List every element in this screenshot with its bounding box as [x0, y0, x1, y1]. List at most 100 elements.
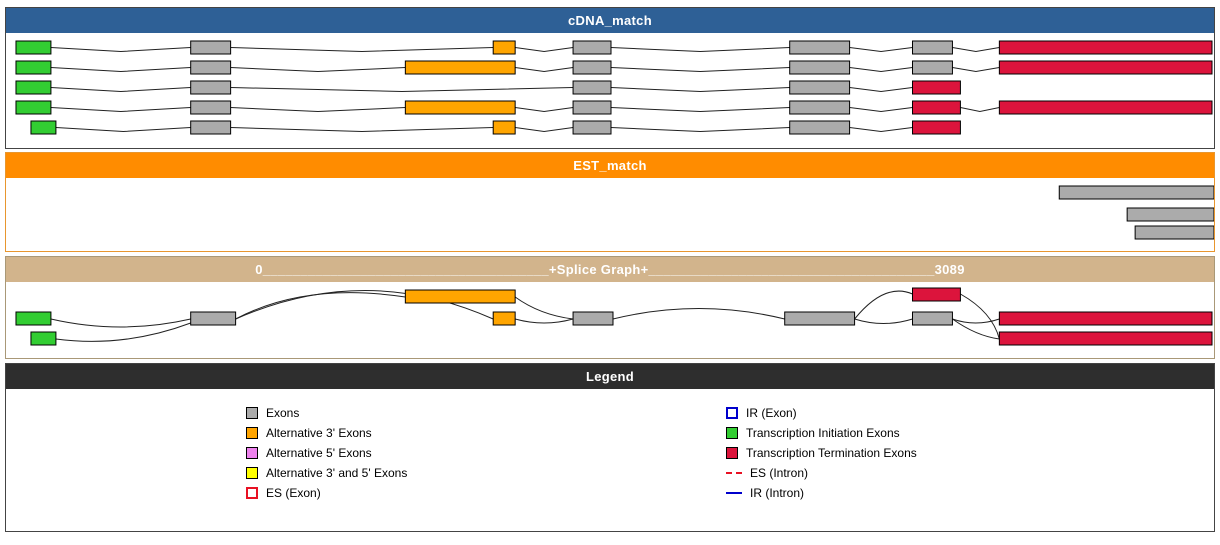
intron-line: [230, 107, 406, 113]
exon-exon[interactable]: [784, 311, 856, 326]
intron-line: [952, 67, 1000, 73]
init-exon[interactable]: [15, 80, 52, 95]
init-exon[interactable]: [15, 40, 52, 55]
alt35-exon-swatch: [246, 467, 258, 479]
cdna-title: cDNA_match: [568, 13, 652, 28]
intron-line: [515, 107, 574, 113]
splice-scale-title: 0______________________________________+…: [255, 262, 965, 277]
intron-line: [849, 87, 913, 93]
splice-graph-panel: 0______________________________________+…: [5, 256, 1215, 359]
init-exon[interactable]: [15, 60, 52, 75]
intron-line: [610, 127, 790, 133]
intron-line: [849, 107, 913, 113]
intron-line: [515, 67, 574, 73]
transcript-5: [30, 120, 961, 135]
init-exon[interactable]: [15, 311, 52, 326]
intron-line: [230, 127, 494, 133]
exon-exon[interactable]: [190, 80, 232, 95]
cdna-tracks-svg: [15, 40, 1213, 135]
splice-arc: [960, 293, 1000, 340]
exon-exon[interactable]: [789, 120, 851, 135]
intron-line: [55, 127, 191, 133]
est-header: EST_match: [6, 153, 1214, 178]
exon-exon[interactable]: [789, 80, 851, 95]
legend-body: Exons Alternative 3' Exons Alternative 5' …: [6, 389, 1214, 531]
intron-line: [849, 47, 913, 53]
exon-exon[interactable]: [572, 311, 614, 326]
exon-exon[interactable]: [190, 311, 237, 326]
term-exon[interactable]: [912, 287, 961, 302]
term-exon[interactable]: [998, 60, 1213, 75]
exon-exon[interactable]: [190, 60, 232, 75]
term-exon[interactable]: [912, 100, 961, 115]
legend-label: Alternative 5' Exons: [266, 446, 372, 460]
term-exon[interactable]: [912, 120, 961, 135]
exon-exon[interactable]: [572, 120, 612, 135]
alt3-exon[interactable]: [492, 40, 516, 55]
alt5-exon-swatch: [246, 447, 258, 459]
exon-exon[interactable]: [572, 80, 612, 95]
legend-label: IR (Intron): [750, 486, 805, 500]
legend-label: Transcription Termination Exons: [746, 446, 917, 460]
est-bars-svg: [1058, 185, 1214, 240]
intron-line: [610, 67, 790, 73]
exon-exon[interactable]: [572, 100, 612, 115]
legend-label: IR (Exon): [746, 406, 797, 420]
init-exon[interactable]: [15, 100, 52, 115]
exon-exon[interactable]: [789, 100, 851, 115]
legend-item: Transcription Termination Exons: [726, 443, 917, 463]
legend-label: ES (Exon): [266, 486, 321, 500]
splice-arc: [854, 318, 913, 324]
init-exon[interactable]: [30, 120, 57, 135]
cdna-header: cDNA_match: [6, 8, 1214, 33]
exon-exon[interactable]: [572, 40, 612, 55]
term-exon[interactable]: [912, 80, 961, 95]
cdna-match-panel: cDNA_match: [5, 7, 1215, 149]
splice-arc: [854, 290, 913, 320]
term-exon[interactable]: [998, 311, 1213, 326]
alt3-exon[interactable]: [492, 311, 516, 326]
es-intron-swatch: [726, 472, 742, 474]
intron-line: [230, 87, 574, 93]
alt3-exon[interactable]: [492, 120, 516, 135]
intron-line: [50, 107, 191, 113]
transcript-3: [15, 80, 961, 95]
init-exon[interactable]: [30, 331, 57, 346]
intron-line: [515, 47, 574, 53]
exon-exon[interactable]: [789, 60, 851, 75]
intron-line: [50, 87, 191, 93]
exon-exon[interactable]: [190, 100, 232, 115]
splice-arc: [50, 318, 191, 328]
intron-line: [230, 67, 406, 73]
cdna-body: [6, 33, 1214, 148]
exon-exon[interactable]: [789, 40, 851, 55]
splice-header: 0______________________________________+…: [6, 257, 1214, 282]
exon-exon[interactable]: [912, 311, 953, 326]
legend-item: Alternative 3' Exons: [246, 423, 407, 443]
splice-arc: [235, 292, 406, 320]
est-alignment-bar[interactable]: [1058, 185, 1214, 200]
splice-arc: [514, 296, 574, 320]
legend-label: Alternative 3' and 5' Exons: [266, 466, 408, 480]
legend-col-right: IR (Exon) Transcription Initiation Exons T…: [726, 403, 917, 503]
exon-swatch: [246, 407, 258, 419]
alt3-exon-swatch: [246, 427, 258, 439]
term-exon[interactable]: [998, 331, 1213, 346]
est-alignment-bar[interactable]: [1134, 225, 1214, 240]
term-exon[interactable]: [998, 40, 1213, 55]
transcript-2: [15, 60, 1213, 75]
ir-intron-swatch: [726, 492, 742, 494]
est-title: EST_match: [573, 158, 647, 173]
est-alignment-bar[interactable]: [1126, 207, 1214, 222]
exon-exon[interactable]: [190, 120, 232, 135]
alt3-exon[interactable]: [404, 60, 516, 75]
exon-exon[interactable]: [912, 60, 953, 75]
alt3-exon[interactable]: [404, 289, 516, 304]
exon-exon[interactable]: [572, 60, 612, 75]
intron-line: [610, 87, 790, 93]
legend-item: Exons: [246, 403, 407, 423]
term-exon[interactable]: [998, 100, 1213, 115]
exon-exon[interactable]: [190, 40, 232, 55]
exon-exon[interactable]: [912, 40, 953, 55]
alt3-exon[interactable]: [404, 100, 516, 115]
